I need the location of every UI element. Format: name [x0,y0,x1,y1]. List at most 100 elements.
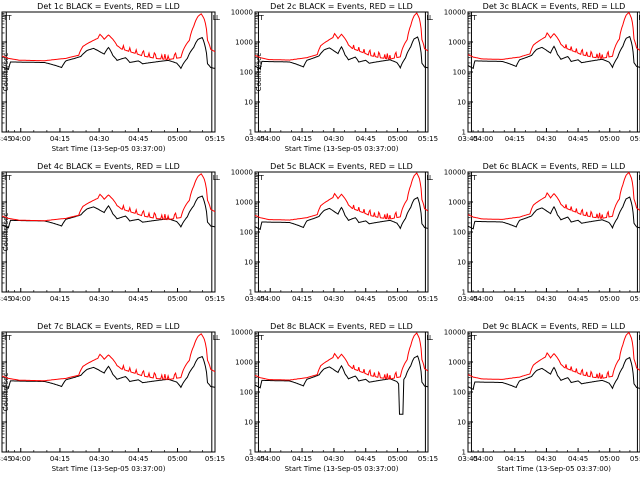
plot-frame [254,11,429,133]
y-tick-label: 10 [457,419,466,427]
plot-frame [467,11,640,133]
x-tick-label: 05:00 [387,295,407,303]
marker-label: T [2,14,8,22]
x-tick-label: 04:45 [568,295,588,303]
x-tick-label: 04:45 [128,135,148,143]
y-tick-label: 10 [457,259,466,267]
x-tick-label: 03:45 [245,135,265,143]
y-tick-label: 100 [240,229,253,237]
y-tick-label: 1000 [235,39,253,47]
y-tick-label: 1 [462,129,466,137]
marker-label: L [429,14,433,22]
x-axis-label: Start Time (13-Sep-05 03:37:00) [285,145,399,153]
y-tick-label: 10000 [231,169,253,177]
y-tick-label: 10000 [231,9,253,17]
x-tick-label: 04:45 [356,295,376,303]
x-tick-label: 04:15 [50,455,70,463]
x-tick-label: 04:00 [473,135,493,143]
y-tick-label: 10 [244,419,253,427]
y-tick-label: 100 [240,389,253,397]
panel-1: Det 1c BLACK = Events, RED = LLD11010010… [0,2,225,153]
x-tick-label: 05:00 [167,295,187,303]
x-tick-label: 04:45 [568,455,588,463]
x-tick-label: 04:15 [505,135,525,143]
x-tick-label: 05:15 [418,295,438,303]
x-tick-label: 04:30 [536,135,556,143]
y-tick-label: 1 [249,289,253,297]
marker-label: L [216,174,220,182]
plot-frame [1,331,216,453]
series-line-lld [467,331,640,380]
x-tick-label: 05:15 [418,135,438,143]
marker-label: L [638,174,640,182]
marker-label: T [471,334,477,342]
marker-label: T [6,334,12,342]
y-tick-label: 10000 [444,329,466,337]
series-line-events [467,35,640,70]
x-tick-label: 03:45 [458,455,478,463]
y-tick-label: 10000 [231,329,253,337]
x-tick-label: 05:15 [205,135,225,143]
x-axis-label: Start Time (13-Sep-05 03:37:00) [497,465,611,473]
y-tick-label: 100 [240,69,253,77]
x-tick-label: 03:45 [458,295,478,303]
x-tick-label: 03:45 [245,455,265,463]
panel-title: Det 8c BLACK = Events, RED = LLD [270,322,413,331]
panel-title: Det 3c BLACK = Events, RED = LLD [483,2,626,11]
x-tick-label: 04:00 [260,135,280,143]
series-line-events [254,196,429,231]
x-tick-label: 05:00 [167,135,187,143]
series-line-lld [467,11,640,60]
marker-label: L [216,14,220,22]
y-tick-label: 10000 [444,9,466,17]
panel-8: Det 8c BLACK = Events, RED = LLD 1 10 100 10… [231,322,438,473]
x-tick-label: 04:00 [473,455,493,463]
x-tick-label: 04:15 [50,135,70,143]
y-tick-label: 100 [453,229,466,237]
marker-label: L [638,14,640,22]
x-tick-label: 05:00 [600,295,620,303]
x-axis-label: Start Time (13-Sep-05 03:37:00) [52,145,166,153]
x-tick-label: 05:15 [418,455,438,463]
panel-5: Det 5c BLACK = Events, RED = LLD 1 10 100 10… [231,162,438,303]
x-tick-label: 04:30 [89,295,109,303]
x-tick-label: 04:30 [324,295,344,303]
series-line-lld [1,173,216,222]
series-line-lld [254,12,429,61]
x-tick-label: 05:15 [630,295,640,303]
y-tick-label: 10000 [444,169,466,177]
x-tick-label: 05:15 [205,295,225,303]
panel-title: Det 9c BLACK = Events, RED = LLD [483,322,626,331]
marker-label: T [2,174,8,182]
plot-frame [1,11,216,133]
x-tick-label: 04:15 [505,455,525,463]
y-tick-label: 1000 [235,359,253,367]
x-tick-label: 05:00 [387,135,407,143]
panel-2: Det 2c BLACK = Events, RED = LLD 1 10 100 10… [231,2,438,153]
x-tick-label: 04:15 [505,295,525,303]
panel-title: Det 1c BLACK = Events, RED = LLD [37,2,180,11]
x-tick-label: 04:30 [536,295,556,303]
x-tick-label: 04:00 [473,295,493,303]
marker-label: T [258,334,264,342]
x-tick-label: 04:00 [11,455,31,463]
x-tick-label: 04:45 [356,135,376,143]
marker-label: T [2,334,8,342]
panel-9: Det 9c BLACK = Events, RED = LLD 1 10 100 10… [444,322,640,473]
y-tick-label: 10 [244,99,253,107]
panel-6: Det 6c BLACK = Events, RED = LLD 1 10 100 10… [444,162,640,303]
series-line-lld [1,13,216,62]
x-tick-label: 03:45 [245,295,265,303]
y-tick-label: 100 [453,389,466,397]
y-tick-label: 1000 [448,359,466,367]
x-tick-label: 04:45 [128,295,148,303]
y-tick-label: 1000 [235,199,253,207]
marker-label: L [216,334,220,342]
x-tick-label: 05:15 [205,455,225,463]
series-line-events [467,196,640,230]
y-tick-label: 100 [453,69,466,77]
plot-frame [254,331,429,453]
x-tick-label: 04:45 [356,455,376,463]
y-tick-label: 1 [462,449,466,457]
